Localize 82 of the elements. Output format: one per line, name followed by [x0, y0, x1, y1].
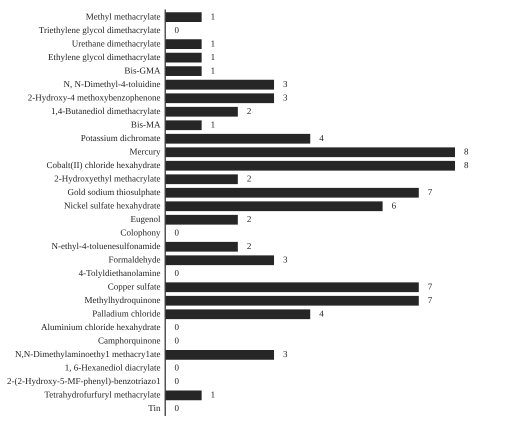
data-label: 3: [283, 349, 288, 360]
y-tick-label: N,N-Dimethylaminoethy1 methacry1ate: [14, 349, 160, 360]
y-tick-label: 4-Tolyldiethanolamine: [78, 268, 160, 278]
data-label: 7: [428, 282, 433, 292]
bar: [165, 296, 419, 306]
y-tick-label: Triethylene glycol dimethacrylate: [38, 25, 160, 36]
data-label: 3: [283, 79, 288, 90]
bar: [165, 80, 274, 90]
data-label: 1: [210, 12, 216, 22]
y-tick-label: 2-Hydroxyethyl methacrylate: [54, 174, 160, 184]
y-tick-label: Eugenol: [130, 214, 161, 224]
data-label: 1: [210, 390, 216, 400]
y-tick-label: Bis-GMA: [124, 66, 161, 76]
y-tick-label: Tetrahydrofurfuryl methacrylate: [44, 390, 160, 400]
bar: [165, 350, 274, 360]
y-tick-label: Gold sodium thiosulphate: [67, 187, 160, 198]
data-label: 0: [174, 336, 180, 346]
data-label: 8: [464, 160, 469, 170]
bar: [165, 120, 202, 130]
bar: [165, 214, 238, 225]
data-label: 0: [174, 268, 180, 278]
y-tick-label: Ethylene glycol dimethacrylate: [48, 52, 160, 62]
data-label: 0: [174, 362, 180, 373]
y-tick-label: N, N-Dimethyl-4-toluidine: [63, 79, 160, 90]
y-tick-label: Mercury: [129, 146, 161, 157]
data-label: 2: [246, 214, 252, 224]
data-label: 0: [174, 376, 180, 386]
bar: [165, 255, 274, 266]
data-label: 0: [174, 25, 180, 36]
bar: [165, 12, 202, 22]
bar: [165, 390, 202, 400]
data-label: 4: [319, 133, 324, 144]
y-tick-label: Cobalt(II) chloride hexahydrate: [46, 160, 160, 170]
data-label: 7: [428, 187, 433, 198]
data-label: 1: [210, 38, 216, 49]
data-label: 4: [319, 308, 324, 319]
y-tick-label: 1, 6-Hexanediol diacrylate: [64, 362, 160, 373]
y-tick-label: 1,4-Butanediol dimethacrylate: [50, 106, 160, 116]
y-tick-label: Colophony: [120, 228, 161, 238]
bar: [165, 93, 274, 104]
data-label: 1: [210, 52, 216, 62]
data-label: 2: [246, 174, 252, 184]
data-label: 7: [428, 295, 433, 306]
y-tick-label: Aluminium chloride hexahydrate: [40, 322, 160, 332]
y-tick-label: Palladium chloride: [92, 308, 160, 319]
y-tick-label: Urethane dimethacrylate: [72, 38, 160, 49]
y-tick-label: Nickel sulfate hexahydrate: [64, 200, 160, 211]
data-label: 2: [246, 241, 252, 252]
data-label: 0: [174, 228, 180, 238]
y-tick-label: Bis-MA: [130, 120, 161, 130]
y-tick-label: 2-(2-Hydroxy-5-MF-phenyl)-benzotriazo1: [7, 376, 160, 386]
data-label: 6: [392, 200, 397, 211]
y-tick-label: 2-Hydroxy-4 methoxybenzophenone: [28, 92, 160, 103]
bar: [165, 134, 310, 144]
y-tick-label: N-ethyl-4-toluenesulfonamide: [51, 241, 160, 252]
y-tick-label: Copper sulfate: [108, 282, 160, 292]
y-tick-label: Camphorquinone: [98, 336, 160, 346]
y-tick-label: Formaldehyde: [108, 254, 160, 265]
data-label: 1: [210, 66, 216, 76]
data-label: 0: [174, 322, 180, 332]
y-tick-label: Tin: [148, 403, 161, 414]
data-label: 0: [174, 403, 180, 414]
bar: [165, 201, 383, 212]
y-tick-label: Methylhydroquinone: [84, 295, 160, 306]
bar: [165, 106, 238, 117]
bar: [165, 52, 202, 63]
y-tick-label: Methyl methacrylate: [86, 12, 160, 22]
data-label: 1: [210, 120, 216, 130]
bar: [165, 282, 419, 292]
data-label: 8: [464, 146, 469, 157]
y-tick-label: Potassium dichromate: [80, 133, 160, 144]
bar: [165, 309, 310, 320]
bar: [165, 242, 238, 252]
bar: [165, 188, 419, 198]
bar: [165, 147, 455, 158]
data-label: 2: [246, 106, 252, 116]
data-label: 3: [283, 92, 288, 103]
bar: [165, 174, 238, 184]
bar: [165, 66, 202, 76]
data-label: 3: [283, 254, 288, 265]
bar: [165, 160, 455, 171]
bar: [165, 39, 202, 50]
